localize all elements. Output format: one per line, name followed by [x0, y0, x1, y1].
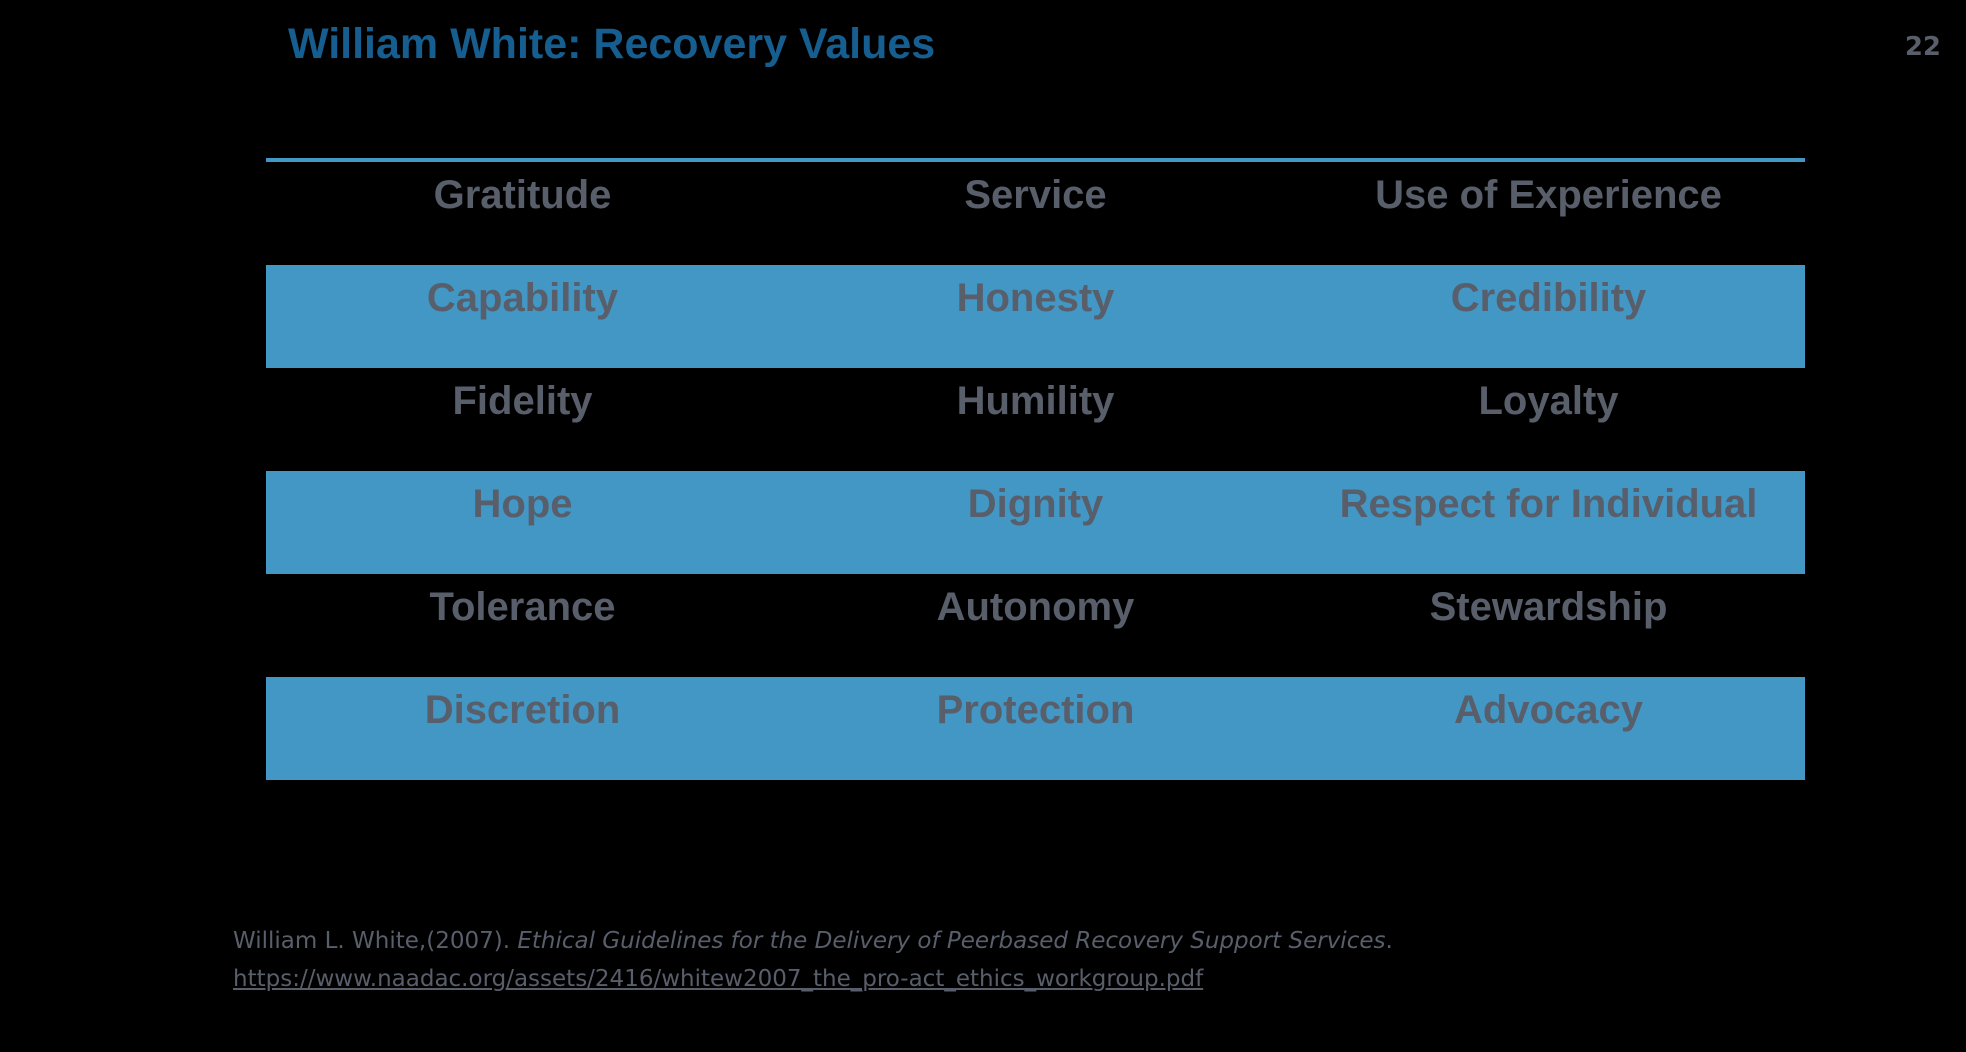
- value-cell: Tolerance: [429, 585, 616, 629]
- value-cell: Loyalty: [1478, 379, 1619, 423]
- value-cell: Discretion: [424, 688, 621, 732]
- value-cell: Stewardship: [1429, 585, 1668, 629]
- value-cell: Humility: [956, 379, 1115, 423]
- table-row: Fidelity Humility Loyalty: [266, 368, 1805, 471]
- value-cell: Protection: [936, 688, 1135, 732]
- value-cell: Capability: [426, 276, 619, 320]
- value-cell: Dignity: [967, 482, 1104, 526]
- slide-title: William White: Recovery Values: [288, 20, 936, 68]
- table-row: Gratitude Service Use of Experience: [266, 162, 1805, 265]
- value-cell: Advocacy: [1454, 688, 1643, 732]
- value-cell: Gratitude: [433, 173, 612, 217]
- value-cell: Fidelity: [452, 379, 593, 423]
- citation: William L. White,(2007). Ethical Guideli…: [233, 922, 1393, 998]
- table-row: Hope Dignity Respect for Individual: [266, 471, 1805, 574]
- citation-work-title: Ethical Guidelines for the Delivery of P…: [517, 928, 1386, 954]
- value-cell: Use of Experience: [1375, 173, 1722, 217]
- citation-suffix: .: [1385, 928, 1393, 954]
- value-cell: Autonomy: [936, 585, 1135, 629]
- value-cell: Hope: [472, 482, 573, 526]
- value-cell: Credibility: [1450, 276, 1647, 320]
- table-row: Discretion Protection Advocacy: [266, 677, 1805, 780]
- citation-author: William L. White,(2007).: [233, 928, 518, 954]
- value-cell: Respect for Individual: [1339, 482, 1758, 526]
- table-row: Capability Honesty Credibility: [266, 265, 1805, 368]
- value-cell: Service: [964, 173, 1107, 217]
- page-number: 22: [1904, 32, 1941, 62]
- values-table: Gratitude Service Use of Experience Capa…: [266, 158, 1805, 780]
- value-cell: Honesty: [956, 276, 1115, 320]
- table-row: Tolerance Autonomy Stewardship: [266, 574, 1805, 677]
- citation-text: William L. White,(2007). Ethical Guideli…: [233, 922, 1393, 960]
- citation-link[interactable]: https://www.naadac.org/assets/2416/white…: [233, 966, 1204, 992]
